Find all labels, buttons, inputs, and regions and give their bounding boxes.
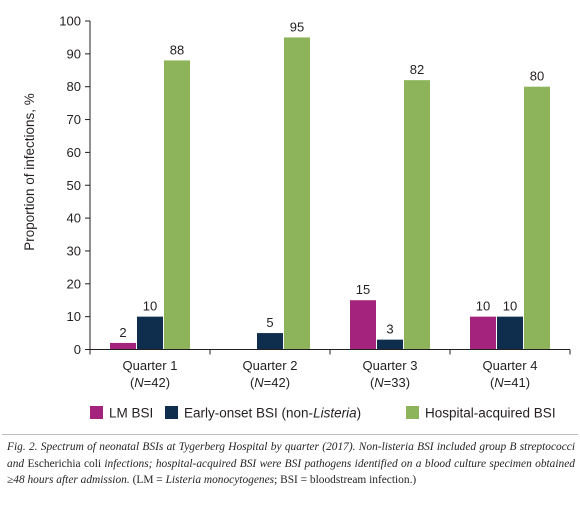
y-tick-label: 0 bbox=[74, 342, 81, 357]
y-tick-label: 20 bbox=[67, 276, 81, 291]
caption-part-4: (LM = bbox=[132, 474, 166, 486]
y-tick-label: 50 bbox=[67, 178, 81, 193]
bar-value-label: 5 bbox=[266, 315, 273, 330]
figure-caption: Fig. 2. Spectrum of neonatal BSIs at Tyg… bbox=[7, 439, 575, 489]
bar bbox=[110, 342, 136, 350]
legend-label: LM BSI bbox=[109, 406, 153, 421]
bar-value-label: 15 bbox=[356, 282, 370, 297]
legend-swatch bbox=[90, 406, 103, 419]
y-tick-label: 30 bbox=[67, 243, 81, 258]
x-tick-label: Quarter 2 bbox=[243, 358, 298, 373]
y-tick-label: 100 bbox=[59, 14, 81, 29]
caption-part-2: Escherichia coli bbox=[27, 457, 102, 470]
bar bbox=[164, 60, 190, 350]
legend-label: Early-onset BSI (non-Listeria) bbox=[184, 406, 361, 421]
x-tick-sublabel: (N=42) bbox=[250, 375, 290, 390]
bar-value-label: 10 bbox=[503, 299, 517, 314]
bar-value-label: 95 bbox=[290, 19, 304, 34]
caption-part-5: Listeria monocytogenes bbox=[165, 474, 275, 486]
bar bbox=[284, 37, 310, 350]
bar-value-label: 10 bbox=[476, 299, 490, 314]
y-tick-label: 60 bbox=[67, 145, 81, 160]
y-tick-label: 10 bbox=[67, 309, 81, 324]
bar bbox=[497, 316, 523, 350]
caption-part-1: Fig. 2. Spectrum of neonatal BSIs at Tyg… bbox=[7, 441, 575, 470]
x-tick-label: Quarter 4 bbox=[483, 358, 538, 373]
bar-value-label: 82 bbox=[410, 62, 424, 77]
x-tick-sublabel: (N=42) bbox=[130, 375, 170, 390]
y-tick-label: 70 bbox=[67, 112, 81, 127]
y-tick-label: 80 bbox=[67, 79, 81, 94]
bar bbox=[257, 333, 283, 350]
bar-value-label: 3 bbox=[386, 322, 393, 337]
x-tick-sublabel: (N=33) bbox=[370, 375, 410, 390]
legend-swatch bbox=[165, 406, 178, 419]
bar bbox=[350, 300, 376, 350]
y-tick-label: 40 bbox=[67, 211, 81, 226]
caption-part-6: ; BSI = bloodstream infection.) bbox=[274, 474, 417, 486]
plot-area: 0 10 20 30 40 50 60 70 80 90 100 2 10 88 5 95 15 3 82 10 10 8… bbox=[59, 14, 571, 390]
x-tick-label: Quarter 1 bbox=[123, 358, 178, 373]
bar bbox=[470, 316, 496, 350]
bar-value-label: 88 bbox=[170, 42, 184, 57]
y-axis-label: Proportion of infections, % bbox=[22, 93, 37, 251]
bar-value-label: 2 bbox=[119, 325, 126, 340]
bar bbox=[524, 86, 550, 350]
bar bbox=[137, 316, 163, 350]
legend: LM BSI Early-onset BSI (non-Listeria) Hosp… bbox=[2, 406, 578, 435]
bar bbox=[377, 339, 403, 350]
bar-value-label: 10 bbox=[143, 299, 157, 314]
x-tick-label: Quarter 3 bbox=[363, 358, 418, 373]
caption-part-3: infections; hospital-acquired BSI were B… bbox=[7, 457, 575, 487]
bar-value-label: 80 bbox=[530, 69, 544, 84]
y-tick-label: 90 bbox=[67, 46, 81, 61]
x-tick-sublabel: (N=41) bbox=[490, 375, 530, 390]
legend-swatch bbox=[406, 406, 419, 419]
bar bbox=[404, 80, 430, 350]
legend-label: Hospital-acquired BSI bbox=[425, 406, 556, 421]
